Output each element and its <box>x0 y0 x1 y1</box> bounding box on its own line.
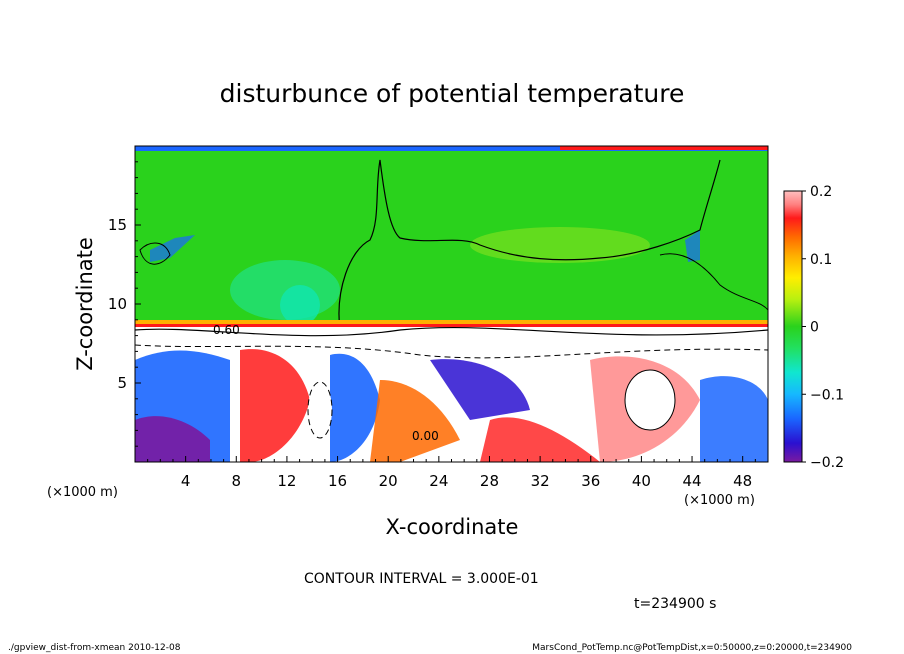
footer-left: ./gpview_dist-from-xmean 2010-12-08 <box>8 643 181 653</box>
contour-loop-left <box>139 242 171 265</box>
field-lower-blue-2 <box>330 353 380 462</box>
colorbar-ticks: 0.2 0.1 0 −0.1 −0.2 <box>802 184 844 471</box>
x-tick-label: 16 <box>328 472 347 490</box>
x-tick-label: 4 <box>181 472 191 490</box>
contour-right <box>659 253 768 311</box>
field-lower-blue-4 <box>700 376 768 462</box>
y-tick-label: 5 <box>117 374 127 392</box>
time-stamp: t=234900 s <box>634 596 716 612</box>
x-tick-label: 32 <box>531 472 550 490</box>
contour-dashed <box>135 344 768 359</box>
heatmap-field: 0.60 0.00 <box>135 146 768 462</box>
contour-upper <box>338 159 721 331</box>
y-tick-label: 10 <box>108 295 127 313</box>
field-lower-orange <box>370 380 460 462</box>
x-tick-label: 36 <box>581 472 600 490</box>
x-unit-right: (×1000 m) <box>684 493 755 508</box>
x-axis-title: X-coordinate <box>386 515 519 539</box>
colorbar-tick-label: −0.1 <box>810 387 844 403</box>
x-tick-label: 48 <box>733 472 752 490</box>
field-warm-patch <box>470 227 650 263</box>
x-tick-label: 44 <box>682 472 701 490</box>
x-axis-ticks: 4 8 12 16 20 24 28 32 36 40 44 48 <box>147 456 756 490</box>
contour-lower-oval <box>307 381 333 439</box>
field-lower-purple <box>135 416 210 462</box>
field-cool-core <box>280 285 320 325</box>
field-lower-red-1 <box>240 349 310 462</box>
footer-right: MarsCond_PotTemp.nc@PotTempDist,x=0:5000… <box>532 643 852 653</box>
contour-label-060: 0.60 <box>213 323 240 337</box>
field-top-band-warm <box>560 146 768 150</box>
y-tick-label: 15 <box>108 216 127 234</box>
chart-title: disturbunce of potential temperature <box>220 79 685 108</box>
contour-interval: CONTOUR INTERVAL = 3.000E-01 <box>304 571 539 587</box>
x-tick-label: 20 <box>379 472 398 490</box>
x-tick-label: 40 <box>632 472 651 490</box>
x-unit-left: (×1000 m) <box>47 485 118 500</box>
contour-lower-oval-right <box>624 369 676 431</box>
x-tick-label: 8 <box>232 472 242 490</box>
colorbar-tick-label: −0.2 <box>810 455 844 471</box>
field-band-red <box>135 324 768 327</box>
field-lower-blue-3 <box>430 359 530 420</box>
field-band-orange <box>135 320 768 325</box>
field-top-band <box>135 146 768 151</box>
colorbar-tick-label: 0.2 <box>810 184 832 200</box>
x-tick-label: 12 <box>277 472 296 490</box>
field-lower-red-2 <box>480 417 600 462</box>
contour-transition <box>135 327 768 337</box>
field-blue-streak-right <box>685 230 700 262</box>
y-axis-ticks: 5 10 15 <box>108 161 141 447</box>
colorbar-tick-label: 0.1 <box>810 252 832 268</box>
field-blue-streak <box>150 235 195 262</box>
colorbar <box>783 190 803 463</box>
y-axis-title: Z-coordinate <box>73 237 97 371</box>
x-tick-label: 28 <box>480 472 499 490</box>
colorbar-tick-label: 0 <box>810 320 819 336</box>
contour-label-000: 0.00 <box>412 429 439 443</box>
x-tick-label: 24 <box>429 472 448 490</box>
